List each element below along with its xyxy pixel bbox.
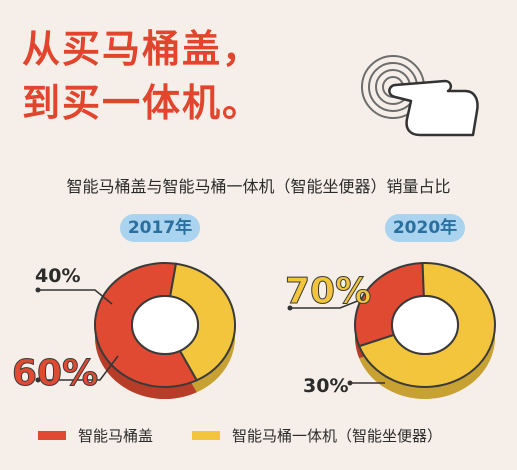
leader-dot-2017-1 bbox=[35, 287, 41, 293]
leader-line-2017-0 bbox=[38, 355, 119, 381]
legend-item-integrated: 智能马桶一体机（智能坐便器） bbox=[192, 425, 442, 446]
touch-hand-icon bbox=[361, 55, 479, 137]
leader-dot-2020-1 bbox=[287, 305, 293, 311]
percent-label-2017-1: 40% bbox=[35, 265, 80, 287]
headline-line-2: 到买一体机。 bbox=[22, 81, 263, 125]
legend-label-cover: 智能马桶盖 bbox=[78, 427, 154, 445]
leader-line-2017-1 bbox=[38, 289, 113, 305]
year-badge-2020: 2020年 bbox=[385, 214, 465, 242]
percent-label-2017-0: 60% bbox=[12, 353, 98, 394]
leader-line-2020-1 bbox=[290, 299, 361, 309]
chart-subtitle: 智能马桶盖与智能马桶一体机（智能坐便器）销量占比 bbox=[66, 177, 451, 196]
donut-hole-2020 bbox=[391, 295, 459, 355]
legend-label-integrated: 智能马桶一体机（智能坐便器） bbox=[232, 427, 443, 445]
leader-dot-2017-0 bbox=[35, 377, 41, 383]
leader-dot-2020-0 bbox=[347, 380, 353, 386]
year-badge-2017: 2017年 bbox=[120, 214, 200, 242]
headline: 从买马桶盖， 到买一体机。 bbox=[22, 22, 262, 130]
percent-label-2020-1: 70% bbox=[285, 271, 371, 312]
percent-label-2020-0: 30% bbox=[303, 375, 348, 397]
donut-hole-2017 bbox=[131, 295, 199, 355]
headline-line-1: 从买马桶盖， bbox=[22, 27, 263, 71]
legend-swatch-cover bbox=[38, 431, 66, 440]
legend-swatch-integrated bbox=[192, 431, 220, 440]
legend-item-cover: 智能马桶盖 bbox=[38, 425, 153, 446]
